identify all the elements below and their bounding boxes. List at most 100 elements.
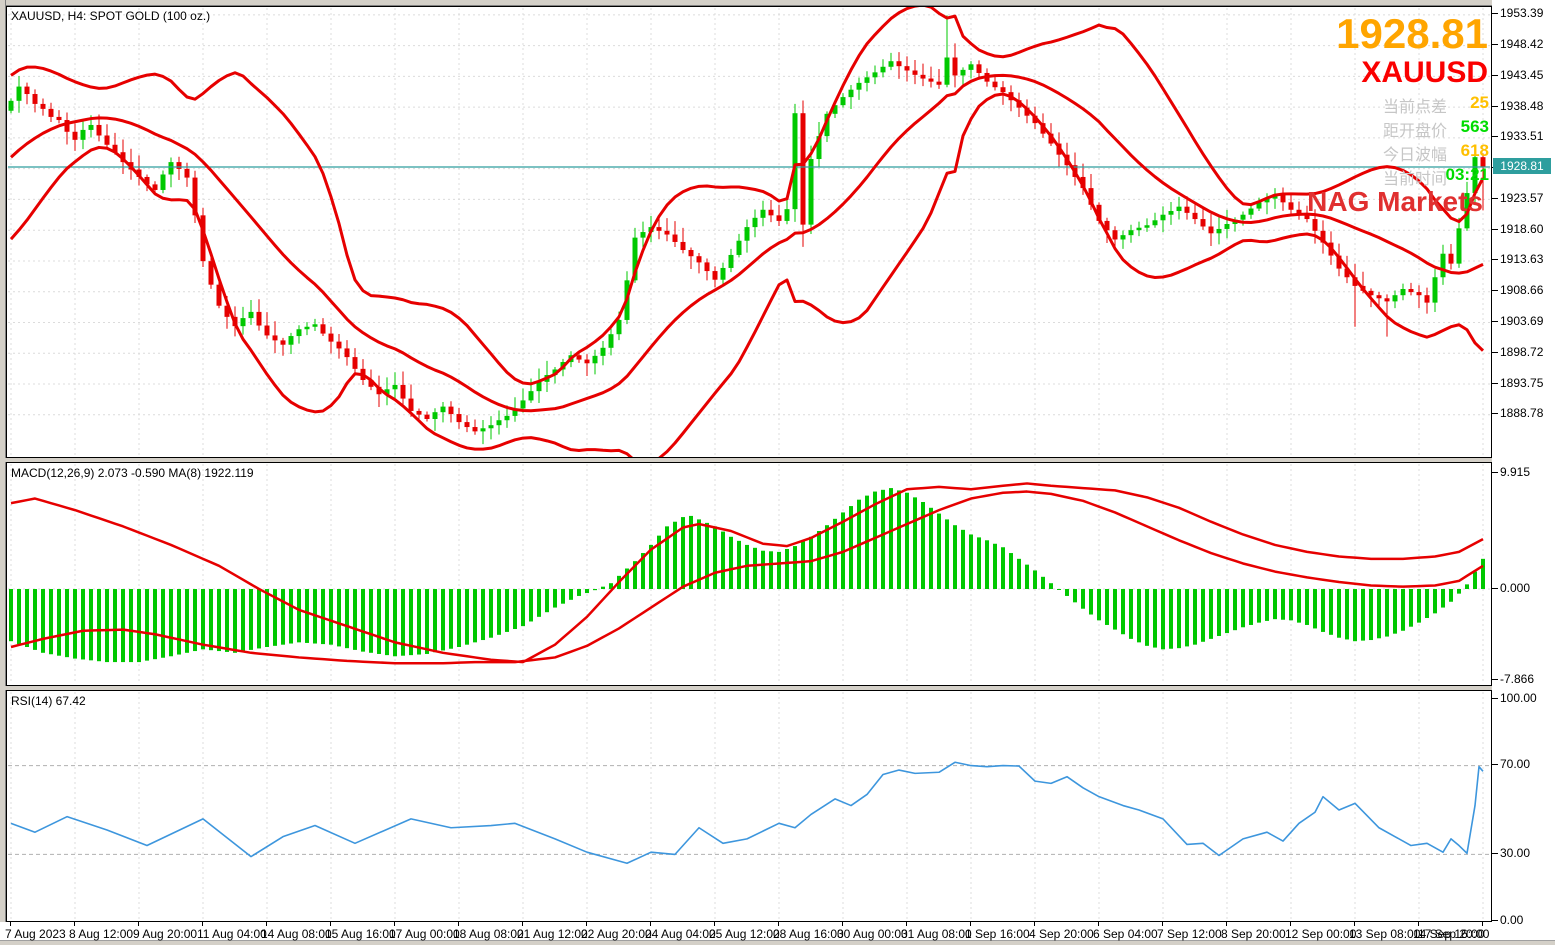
rsi-canvas[interactable] — [7, 691, 1491, 921]
stat-daily-range: 今日波幅 618 — [1229, 141, 1489, 165]
axis-tick-mark — [1492, 764, 1498, 765]
macd-histogram — [9, 488, 1485, 663]
axis-label: 1913.63 — [1500, 252, 1544, 266]
rsi-line — [10, 761, 1484, 865]
time-axis-label: 7 Sep 12:00 — [1157, 927, 1222, 941]
stat-spread: 当前点差 25 — [1229, 93, 1489, 117]
stat-current-time: 当前时间 03:21 — [1229, 165, 1489, 189]
time-axis-label: 7 Aug 2023 — [5, 927, 66, 941]
axis-tick-mark — [1492, 698, 1498, 699]
time-axis-label: 28 Aug 16:00 — [773, 927, 844, 941]
time-axis-label: 1 Sep 16:00 — [965, 927, 1030, 941]
axis-label: 1903.69 — [1500, 314, 1544, 328]
time-tick-mark — [394, 922, 395, 926]
broker-watermark: NAG Markets — [1307, 186, 1483, 217]
time-tick-mark — [970, 922, 971, 926]
window-frame-left — [0, 0, 6, 945]
axis-tick-mark — [1492, 136, 1498, 137]
time-axis-label: 11 Aug 04:00 — [197, 927, 267, 941]
axis-label: -7.866 — [1500, 672, 1535, 686]
axis-label: 1923.57 — [1500, 191, 1544, 205]
axis-label: 70.00 — [1500, 757, 1531, 771]
time-axis-label: 25 Aug 12:00 — [709, 927, 780, 941]
time-tick-mark — [1290, 922, 1291, 926]
axis-label: 1948.42 — [1500, 37, 1544, 51]
time-axis-label: 13 Sep 08:00 — [1349, 927, 1421, 941]
time-tick-mark — [842, 922, 843, 926]
time-axis-label: 31 Aug 08:00 — [901, 927, 972, 941]
axis-tick-mark — [1492, 106, 1498, 107]
axis-label: 0.00 — [1500, 913, 1524, 927]
symbol-name: XAUUSD — [1361, 56, 1488, 89]
axis-label: 1933.51 — [1500, 129, 1544, 143]
axis-tick-mark — [1492, 679, 1498, 680]
price-chart-canvas[interactable] — [7, 7, 1491, 457]
time-axis-label: 17 Aug 00:00 — [389, 927, 460, 941]
time-axis-label: 8 Sep 20:00 — [1221, 927, 1286, 941]
time-tick-mark — [1034, 922, 1035, 926]
time-axis-label: 18 Aug 08:00 — [453, 927, 524, 941]
stat-distance-label: 距开盘价 — [1382, 123, 1447, 140]
time-axis-label: 6 Sep 04:00 — [1093, 927, 1158, 941]
axis-label: 9.915 — [1500, 465, 1531, 479]
axis-label: 1943.45 — [1500, 68, 1544, 82]
time-tick-mark — [10, 922, 11, 926]
axis-label: 0.000 — [1500, 581, 1531, 595]
panel-separator-rsi[interactable] — [0, 686, 1555, 690]
axis-tick-mark — [1492, 229, 1498, 230]
time-axis-label: 15 Aug 16:00 — [325, 927, 396, 941]
time-tick-mark — [906, 922, 907, 926]
axis-tick-mark — [1492, 259, 1498, 260]
axis-label: 100.00 — [1500, 691, 1537, 705]
axis-label: 1953.39 — [1500, 6, 1544, 20]
time-axis-label: 21 Aug 12:00 — [517, 927, 588, 941]
price-axis[interactable]: 1953.39 1948.42 1943.45 1938.48 1933.51 1928.… — [1492, 0, 1555, 940]
rsi-panel[interactable] — [6, 690, 1492, 922]
horizontal-gridlines — [8, 14, 1490, 416]
time-tick-mark — [138, 922, 139, 926]
stat-distance-value: 563 — [1460, 117, 1489, 136]
time-axis[interactable]: 7 Aug 2023 8 Aug 12:00 9 Aug 20:00 11 Aug 0… — [0, 922, 1555, 941]
axis-label: 1918.60 — [1500, 222, 1544, 236]
axis-tick-mark — [1492, 13, 1498, 14]
stat-range-value: 618 — [1460, 141, 1489, 160]
window-frame-top — [0, 0, 1555, 6]
macd-line-slow — [10, 490, 1484, 665]
axis-tick-mark — [1492, 853, 1498, 854]
time-axis-label: 30 Aug 00:00 — [837, 927, 908, 941]
time-tick-mark — [522, 922, 523, 926]
macd-panel[interactable] — [6, 462, 1492, 686]
macd-canvas[interactable] — [7, 463, 1491, 685]
time-tick-mark — [1354, 922, 1355, 926]
axis-tick-mark — [1492, 321, 1498, 322]
axis-tick-mark — [1492, 198, 1498, 199]
axis-tick-mark — [1492, 352, 1498, 353]
panel-separator-macd[interactable] — [0, 458, 1555, 462]
axis-tick-mark — [1492, 588, 1498, 589]
time-axis-label: 12 Sep 00:00 — [1285, 927, 1357, 941]
time-axis-label: 14 Aug 08:00 — [261, 927, 332, 941]
axis-tick-mark — [1492, 44, 1498, 45]
macd-indicator-label: MACD(12,26,9) 2.073 -0.590 MA(8) 1922.11… — [11, 466, 254, 480]
time-axis-label: 8 Aug 12:00 — [69, 927, 134, 941]
time-axis-label: 14 Sep 16:00 — [1413, 927, 1485, 941]
stat-distance-from-open: 距开盘价 563 — [1229, 117, 1489, 141]
time-tick-mark — [266, 922, 267, 926]
time-axis-label: 24 Aug 04:00 — [645, 927, 716, 941]
time-tick-mark — [1226, 922, 1227, 926]
time-tick-mark — [458, 922, 459, 926]
time-tick-mark — [714, 922, 715, 926]
axis-tick-mark — [1492, 920, 1498, 921]
axis-label: 1938.48 — [1500, 99, 1544, 113]
stat-range-label: 今日波幅 — [1382, 147, 1447, 164]
axis-label: 1908.66 — [1500, 283, 1544, 297]
time-tick-mark — [778, 922, 779, 926]
bollinger-bands — [9, 7, 1485, 457]
axis-tick-mark — [1492, 472, 1498, 473]
window-frame-bottom — [0, 940, 1555, 945]
stat-time-value: 03:21 — [1445, 165, 1489, 184]
price-chart-panel[interactable] — [6, 6, 1492, 458]
axis-label: 1898.72 — [1500, 345, 1544, 359]
current-price-display: 1928.81 — [1336, 10, 1488, 57]
